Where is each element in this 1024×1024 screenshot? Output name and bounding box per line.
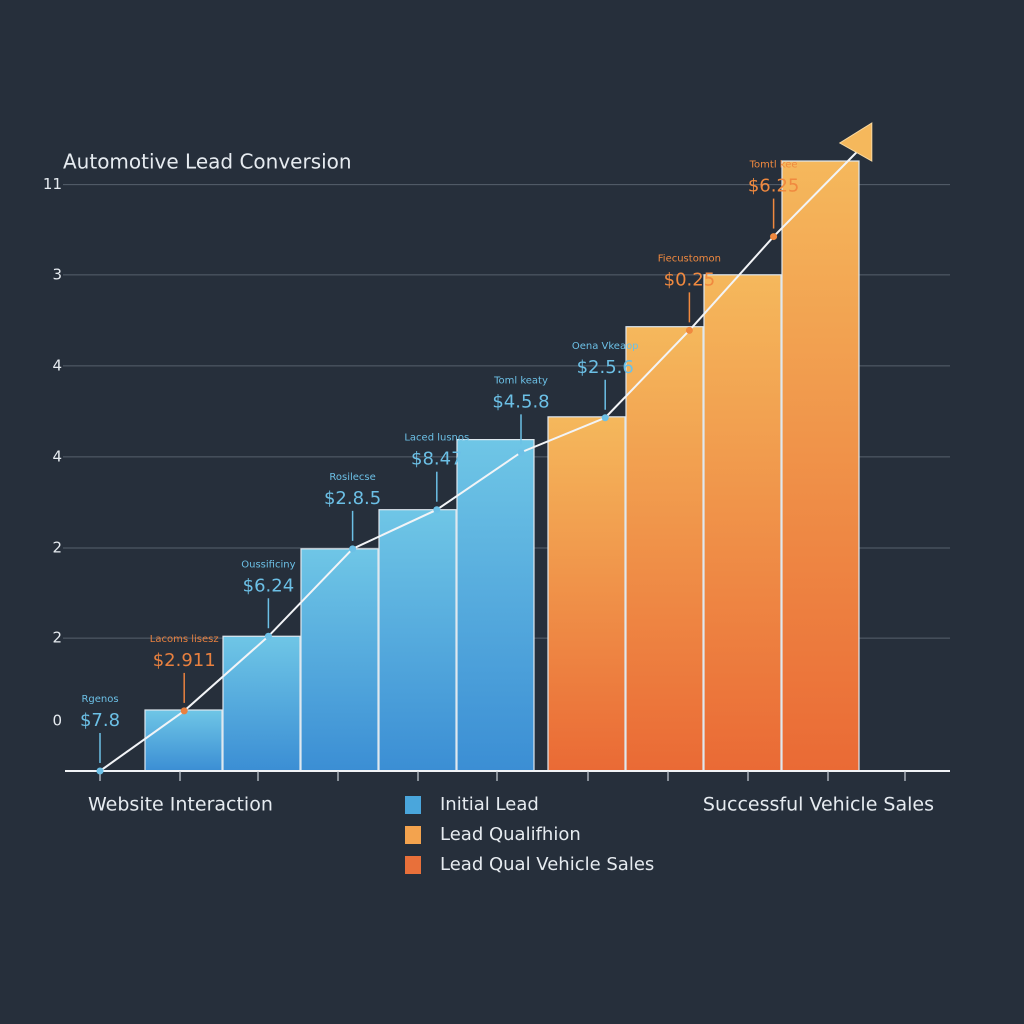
annotation-label: Rgenos [81,694,118,705]
x-axis-start-label: Website Interaction [88,794,273,816]
trend-point [96,767,104,775]
y-tick-label: 2 [52,629,62,647]
trend-point [685,326,693,334]
annotation-label: Fiecustomon [658,253,721,264]
annotation-value: $0.25 [664,269,716,290]
y-tick-label: 4 [52,356,62,374]
chart-title: Automotive Lead Conversion [63,150,352,174]
trend-line [99,150,859,772]
annotation-value: $7.8 [80,710,120,731]
annotation-value: $6.25 [748,176,800,197]
trend-point [433,506,441,514]
annotation-label: Tomtl kee [749,160,798,171]
bar [456,439,535,772]
annotation-value: $4.5.8 [492,391,549,412]
y-tick-label: 11 [43,175,62,193]
trend-point [180,707,188,715]
annotation-label: Oussificiny [241,559,295,570]
y-tick-label: 3 [52,265,62,283]
bar [625,326,704,772]
annotation-label: Rosilecse [329,472,375,483]
annotation-value: $2.8.5 [324,488,381,509]
annotation-label: Lacoms lisesz [150,634,219,645]
trend-arrowhead [838,122,873,162]
annotation-label: Laced lusnos [404,433,469,444]
y-tick-label: 0 [52,711,62,729]
legend-swatch [405,856,421,874]
annotation-value: $8.47 [411,449,463,470]
y-tick-label: 4 [52,447,62,465]
bar [144,709,223,772]
legend-label: Lead Qual Vehicle Sales [440,854,654,875]
annotation-label: Oena Vkeaop [572,341,639,352]
bar [222,635,301,772]
trend-point [770,233,778,241]
trend-point [601,414,609,422]
bar [378,509,457,772]
legend-swatch [405,796,421,814]
trend-point [264,632,272,640]
y-tick-label: 2 [52,538,62,556]
annotation-label: Toml keaty [493,375,548,386]
bar [300,548,379,772]
annotation-value: $6.24 [243,575,295,596]
trend-point [349,545,357,553]
annotation-value: $2.5.6 [577,357,634,378]
legend-label: Lead Qualifhion [440,824,581,845]
bar [781,160,860,772]
x-axis-end-label: Successful Vehicle Sales [703,794,934,816]
trend-point [517,448,525,456]
bar [547,416,626,772]
annotation-value: $2.911 [153,650,216,671]
bar [703,274,782,772]
legend-swatch [405,826,421,844]
legend-label: Initial Lead [440,794,539,815]
